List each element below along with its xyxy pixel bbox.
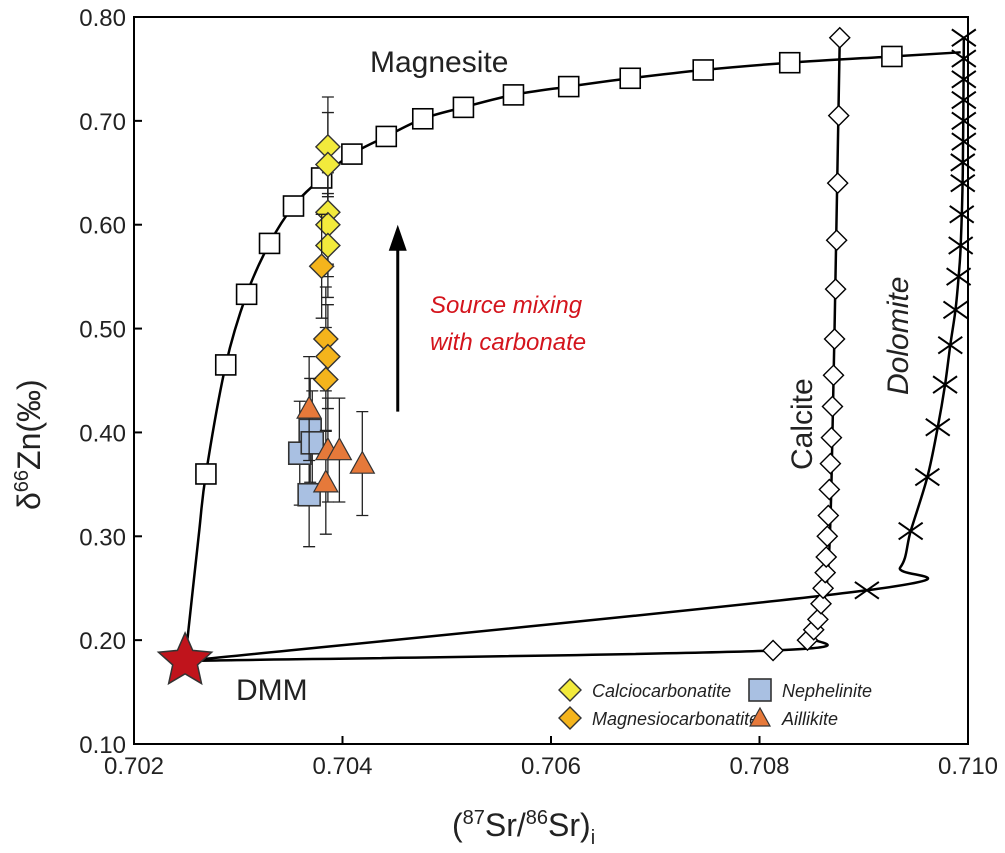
label-magnesite: Magnesite xyxy=(370,46,508,79)
dolomite-marker xyxy=(951,132,977,151)
magnesite-marker xyxy=(411,107,434,130)
calcite-marker xyxy=(828,26,851,49)
x-tick-label: 0.710 xyxy=(938,753,998,780)
calciocarbonatite-point xyxy=(314,151,341,178)
dolomite-marker xyxy=(854,581,880,600)
y-tick-label: 0.60 xyxy=(79,213,126,240)
plot-frame xyxy=(133,16,969,745)
calcite-marker xyxy=(815,546,838,569)
magnesiocarbonatite-point xyxy=(308,253,335,280)
dolomite-marker xyxy=(949,205,975,224)
calcite-marker xyxy=(826,172,849,195)
magnesite-marker xyxy=(341,143,363,165)
dolomite-marker xyxy=(925,418,951,437)
y-tick-label: 0.20 xyxy=(79,628,126,655)
calcite-marker xyxy=(825,229,848,252)
calcite-marker xyxy=(810,592,832,615)
calcite-marker xyxy=(819,452,842,475)
calcite-marker xyxy=(822,364,845,387)
y-tick-label: 0.10 xyxy=(79,732,126,759)
dolomite-marker xyxy=(937,335,963,355)
annotation-line1: Source mixing xyxy=(430,292,583,319)
label-dolomite: Dolomite xyxy=(882,277,915,395)
sample-points xyxy=(287,96,376,548)
legend-label: Calciocarbonatite xyxy=(592,681,731,701)
calcite-marker xyxy=(827,104,850,127)
magnesite-marker xyxy=(881,45,903,68)
calcite-marker xyxy=(823,327,846,350)
x-tick-label: 0.706 xyxy=(521,753,581,780)
nephelinite-point xyxy=(300,431,325,455)
dolomite-marker xyxy=(951,70,977,89)
legend-nephelinite-marker xyxy=(748,678,772,702)
y-axis-label: δ66Zn(‰) xyxy=(11,379,47,510)
calcite-marker xyxy=(824,278,847,301)
magnesite-marker xyxy=(195,463,217,485)
calcite-marker xyxy=(821,395,844,418)
magnesiocarbonatite-point xyxy=(314,343,341,370)
legend-aillikite-marker xyxy=(748,706,772,727)
magnesite-marker xyxy=(502,84,525,106)
magnesite-marker xyxy=(375,125,398,148)
dolomite-marker xyxy=(942,300,969,320)
dolomite-marker xyxy=(932,375,958,394)
y-tick-label: 0.40 xyxy=(79,420,126,447)
magnesite-marker xyxy=(778,51,801,74)
y-tick-label: 0.50 xyxy=(79,317,126,344)
x-tick-label: 0.708 xyxy=(729,753,789,780)
legend-label: Aillikite xyxy=(781,709,838,729)
magnesite-marker xyxy=(258,232,281,255)
label-dmm: DMM xyxy=(236,674,308,707)
calcite-marker xyxy=(806,608,829,631)
calcite-marker xyxy=(820,426,843,449)
dolomite-marker xyxy=(950,173,976,193)
magnesite-marker xyxy=(214,354,237,376)
magnesite-curve xyxy=(183,51,961,662)
y-tick-label: 0.30 xyxy=(79,524,126,551)
dolomite-marker xyxy=(898,521,924,541)
magnesite-marker xyxy=(235,283,258,306)
annotation-line2: with carbonate xyxy=(430,329,586,356)
dolomite-marker xyxy=(950,153,976,172)
calcite-marker xyxy=(812,577,835,600)
legend-magnesiocarbonatite-marker xyxy=(558,706,582,730)
label-calcite: Calcite xyxy=(786,378,819,470)
dolomite-marker xyxy=(951,90,977,110)
calcite-marker xyxy=(818,478,841,501)
calcite-marker xyxy=(762,639,785,662)
legend-calciocarbonatite-marker xyxy=(558,678,582,702)
legend-label: Magnesiocarbonatite xyxy=(592,709,759,729)
dolomite-marker xyxy=(951,49,977,68)
legend: Calciocarbonatite Magnesiocarbonatite Neph… xyxy=(558,678,872,730)
x-tick-label: 0.702 xyxy=(104,753,164,780)
legend-label: Nephelinite xyxy=(782,681,872,701)
y-tick-label: 0.80 xyxy=(79,5,126,32)
dolomite-marker xyxy=(951,111,977,131)
aillikite-point xyxy=(349,450,376,474)
magnesite-marker xyxy=(619,67,642,90)
magnesite-marker xyxy=(452,96,475,119)
magnesite-marker xyxy=(282,195,305,217)
x-tick-label: 0.704 xyxy=(312,753,372,780)
dolomite-marker xyxy=(946,267,972,286)
x-axis-label: (87Sr/86Sr)i xyxy=(452,807,595,849)
dolomite-marker xyxy=(914,467,940,487)
magnesiocarbonatite-point xyxy=(312,366,339,393)
calcite-marker xyxy=(816,525,839,548)
calcite-marker xyxy=(814,561,837,584)
magnesite-marker xyxy=(692,59,715,81)
calciocarbonatite-point xyxy=(314,232,341,259)
calcite-marker xyxy=(817,504,840,527)
arrow-head xyxy=(388,224,407,251)
aillikite-point xyxy=(296,395,323,419)
axis-ticks: 0.702 0.704 0.706 0.708 0.710 0.10 0.20 0.30 0.4… xyxy=(79,5,998,780)
mixing-arrow xyxy=(388,224,407,412)
aillikite-point xyxy=(326,436,353,461)
dolomite-marker xyxy=(951,28,977,47)
dmm-star xyxy=(156,631,214,686)
y-tick-label: 0.70 xyxy=(79,109,126,136)
magnesite-marker xyxy=(557,75,580,98)
aillikite-point xyxy=(312,469,339,493)
